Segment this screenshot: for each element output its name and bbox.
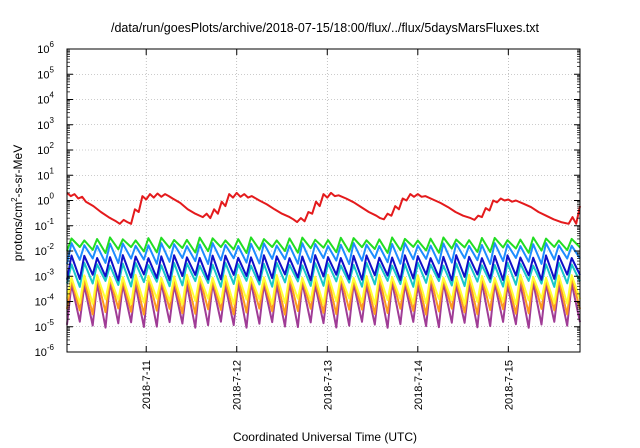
y-tick-base: 10 bbox=[35, 246, 47, 258]
x-tick-label: 2018-7-13 bbox=[322, 360, 334, 410]
y-tick-exponent: 3 bbox=[50, 116, 55, 125]
series-line bbox=[66, 276, 581, 316]
y-tick-exponent: -3 bbox=[47, 267, 55, 276]
y-tick-exponent: 5 bbox=[50, 65, 55, 74]
y-tick-exponent: -2 bbox=[47, 242, 55, 251]
y-tick-label: 106 bbox=[37, 40, 54, 56]
y-axis-label-pre: protons/cm bbox=[11, 202, 25, 261]
series-line bbox=[66, 242, 581, 266]
series-line bbox=[66, 273, 581, 306]
y-tick-base: 10 bbox=[37, 196, 49, 208]
y-axis-label: protons/cm2-s-sr-MeV bbox=[10, 145, 25, 261]
y-tick-base: 10 bbox=[37, 95, 49, 107]
x-tick-label: 2018-7-11 bbox=[141, 360, 153, 409]
y-tick-exponent: 0 bbox=[50, 192, 55, 201]
y-tick-label: 104 bbox=[37, 91, 54, 107]
y-tick-base: 10 bbox=[37, 120, 49, 132]
y-tick-label: 10-6 bbox=[35, 343, 55, 359]
y-tick-exponent: -6 bbox=[47, 343, 55, 352]
y-tick-base: 10 bbox=[37, 170, 49, 182]
y-tick-label: 10-3 bbox=[35, 267, 55, 283]
series-layer bbox=[66, 191, 581, 329]
series-line bbox=[66, 261, 581, 288]
y-tick-base: 10 bbox=[35, 297, 47, 309]
x-axis-ticks: 2018-7-11 2018-7-12 2018-7-13 2018-7-14 2018… bbox=[141, 49, 515, 410]
y-tick-exponent: -1 bbox=[47, 217, 55, 226]
y-tick-exponent: 2 bbox=[50, 141, 55, 150]
series-line bbox=[66, 254, 581, 282]
y-tick-exponent: 1 bbox=[50, 166, 55, 175]
y-tick-exponent: -4 bbox=[47, 293, 55, 302]
y-tick-base: 10 bbox=[35, 271, 47, 283]
x-tick-label: 2018-7-12 bbox=[232, 360, 244, 410]
y-tick-label: 101 bbox=[37, 166, 54, 182]
y-tick-exponent: 6 bbox=[50, 40, 55, 49]
y-tick-label: 10-1 bbox=[35, 217, 55, 233]
chart-title: /data/run/goesPlots/archive/2018-07-15/1… bbox=[111, 21, 540, 35]
y-tick-base: 10 bbox=[35, 322, 47, 334]
series-line bbox=[66, 191, 581, 225]
y-tick-base: 10 bbox=[35, 221, 47, 233]
x-tick-label: 2018-7-14 bbox=[413, 360, 425, 410]
x-tick-label: 2018-7-15 bbox=[503, 360, 515, 410]
y-tick-label: 105 bbox=[37, 65, 54, 81]
y-tick-label: 10-2 bbox=[35, 242, 55, 258]
y-tick-label: 10-4 bbox=[35, 293, 55, 309]
y-tick-base: 10 bbox=[35, 347, 47, 359]
series-line bbox=[66, 281, 581, 329]
y-tick-base: 10 bbox=[37, 145, 49, 157]
x-axis-label: Coordinated Universal Time (UTC) bbox=[233, 430, 417, 444]
y-tick-exponent: -5 bbox=[47, 318, 55, 327]
y-tick-label: 102 bbox=[37, 141, 54, 157]
y-axis-label-post: -s-sr-MeV bbox=[11, 145, 25, 198]
y-tick-label: 10-5 bbox=[35, 318, 55, 334]
y-tick-exponent: 4 bbox=[50, 91, 55, 100]
y-axis-label-sup: 2 bbox=[10, 197, 19, 202]
y-tick-label: 100 bbox=[37, 192, 54, 208]
y-tick-base: 10 bbox=[37, 69, 49, 81]
series-line bbox=[66, 236, 581, 254]
y-tick-label: 103 bbox=[37, 116, 54, 132]
y-axis-ticks: 10-610-510-410-310-210-11001011021031041… bbox=[35, 40, 580, 359]
y-tick-base: 10 bbox=[37, 44, 49, 56]
